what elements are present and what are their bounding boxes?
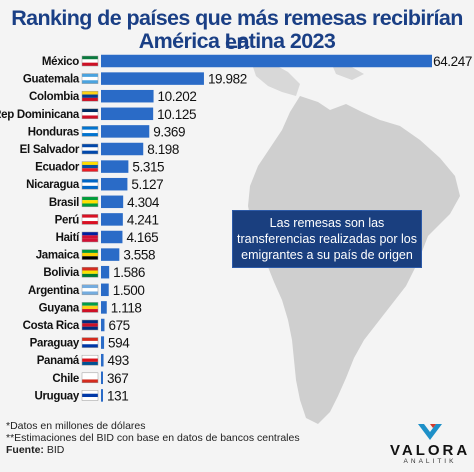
footnotes: *Datos en millones de dólares **Estimaci… [6, 420, 300, 456]
bar-1 [101, 72, 204, 85]
logo-subtitle: ANALITIK [403, 458, 457, 465]
category-label: Colombia [29, 91, 80, 103]
value-label: 8.198 [147, 142, 179, 157]
bar-7 [101, 177, 128, 191]
value-label: 4.304 [127, 195, 160, 210]
flag-icon [81, 126, 99, 137]
bar-0 [101, 54, 432, 68]
flag-icon [81, 390, 99, 401]
category-label: Argentina [28, 285, 80, 297]
value-label: 5.315 [132, 160, 164, 175]
category-label: Chile [52, 373, 79, 385]
definition-line-3: emigrantes a su país de origen [241, 248, 413, 262]
flag-icon [81, 55, 99, 67]
category-label: Nicaragua [26, 179, 80, 191]
flag-icon [81, 231, 99, 243]
bar-17 [101, 353, 104, 367]
category-label: Panamá [37, 355, 80, 367]
flag-icon [81, 108, 99, 120]
value-label: 1.118 [111, 300, 142, 315]
bar-15 [101, 318, 105, 332]
bar-3 [101, 107, 154, 121]
note-units: *Datos en millones de dólares [6, 420, 146, 432]
bar-9 [101, 213, 123, 226]
value-label: 1.586 [113, 265, 145, 280]
source-line: Fuente: BID [6, 444, 300, 456]
flag-icon [81, 372, 99, 384]
category-label: Ecuador [35, 162, 80, 174]
flag-icon [81, 266, 99, 278]
value-label: 64.247 [433, 54, 472, 69]
flag-icon [81, 143, 99, 155]
value-label: 5.127 [131, 177, 163, 192]
chart-title: Ranking de países que más remesas recibi… [11, 6, 463, 54]
bar-13 [101, 283, 109, 297]
bar-6 [101, 160, 129, 173]
definition-box: Las remesas son las transferencias reali… [232, 210, 422, 268]
logo-name: VALORA [390, 442, 471, 459]
value-label: 3.558 [123, 248, 155, 263]
value-label: 131 [107, 388, 128, 403]
note-estimates: **Estimaciones del BID con base en datos… [6, 432, 300, 444]
bar-2 [101, 89, 154, 103]
category-label: México [42, 56, 79, 68]
bar-chart: México 64.247 Guatemala 19.982 Colombia 10.20… [0, 54, 472, 403]
category-label: Bolivia [43, 267, 80, 279]
chart-title-line2: América Latina 2023 [138, 29, 336, 53]
flag-icon [81, 319, 99, 331]
value-label: 4.165 [126, 230, 158, 245]
flag-icon [81, 302, 99, 313]
flag-icon [81, 214, 99, 225]
value-label: 594 [108, 336, 130, 351]
bar-12 [101, 265, 110, 279]
flag-icon [81, 249, 99, 260]
value-label: 367 [107, 371, 128, 386]
flag-icon [81, 196, 99, 208]
definition-line-1: Las remesas son las [269, 216, 385, 230]
value-label: 9.369 [153, 124, 185, 139]
category-label: Guyana [39, 302, 80, 314]
bar-4 [101, 125, 150, 138]
flag-icon [81, 73, 99, 84]
value-label: 675 [108, 318, 129, 333]
bar-19 [101, 389, 103, 402]
category-label: Costa Rica [23, 320, 80, 332]
category-label: Guatemala [23, 74, 80, 86]
value-label: 10.125 [157, 107, 196, 122]
flag-icon [81, 178, 99, 190]
category-label: Haití [56, 232, 81, 244]
bar-11 [101, 248, 120, 261]
bar-16 [101, 336, 105, 349]
category-label: Rep Dominicana [0, 109, 80, 121]
bar-18 [101, 371, 103, 385]
source-label: Fuente: [6, 444, 44, 456]
value-label: 1.500 [113, 283, 145, 298]
category-label: Honduras [28, 126, 79, 138]
definition-line-2: transferencias realizadas por los [237, 232, 417, 246]
category-label: El Salvador [20, 144, 80, 156]
flag-icon [81, 354, 99, 366]
value-label: 493 [108, 353, 129, 368]
category-label: Paraguay [30, 338, 80, 350]
category-label: Jamaica [36, 250, 80, 262]
value-label: 4.241 [127, 212, 159, 227]
valora-logo: VALORA ANALITIK [390, 420, 470, 468]
logo-mark-icon [418, 424, 442, 440]
source-value: BID [46, 444, 65, 456]
bar-14 [101, 301, 107, 314]
flag-icon [81, 284, 99, 296]
value-label: 10.202 [158, 89, 197, 104]
category-label: Uruguay [34, 390, 79, 402]
flag-icon [81, 161, 99, 172]
category-label: Brasil [49, 197, 79, 209]
category-label: Perú [55, 214, 80, 226]
bar-5 [101, 142, 144, 156]
bar-8 [101, 195, 124, 209]
flag-icon [81, 90, 99, 102]
value-label: 19.982 [208, 72, 247, 87]
flag-icon [81, 337, 99, 348]
bar-10 [101, 230, 123, 244]
